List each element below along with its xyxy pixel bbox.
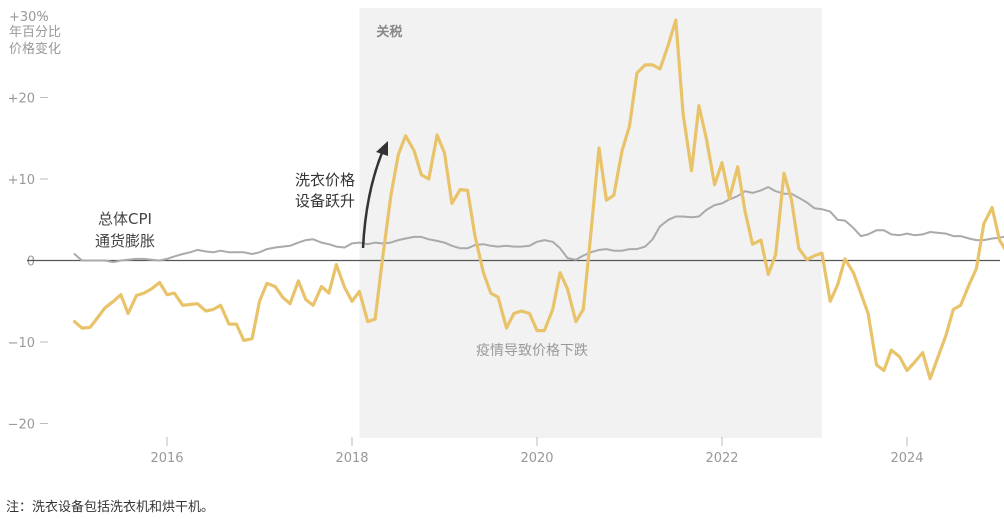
cpi-label-line1: 总体CPI [98,210,152,228]
y-tick-label: 0 [27,255,35,270]
y-tick-label: −10 [8,336,35,351]
y-tick-label: +20 [8,92,35,107]
footnote: 注：洗衣设备包括洗衣机和烘干机。 [6,500,215,515]
x-tick-label: 2022 [705,451,738,466]
surge-label-line2: 设备跃升 [295,192,355,210]
x-tick-label: 2016 [150,451,183,466]
x-tick-label: 2018 [335,451,368,466]
series-line-laundry [72,18,1004,381]
x-tick-label: 2024 [890,451,923,466]
x-tick-label: 2020 [520,451,553,466]
series-layer [72,18,1004,381]
covid-label: 疫情导致价格下跌 [476,343,588,359]
annotations: 总体CPI 通货膨胀 洗衣价格 设备跃升 疫情导致价格下跌 [95,141,588,359]
surge-arrow [361,147,386,249]
y-tick-label: −20 [8,418,35,433]
y-unit-label: 年百分比 [9,25,61,40]
cpi-label-line2: 通货膨胀 [95,232,155,250]
surge-arrowhead-icon [376,141,388,156]
y-tick-label: +10 [8,173,35,188]
surge-label-line1: 洗衣价格 [295,171,355,189]
y-unit-label: 价格变化 [9,41,61,57]
tariff-label: 关税 [376,24,402,40]
y-tick-label: +30% [9,10,49,25]
series-line-cpi [73,186,1004,264]
x-axis: 2016 2018 2020 2022 2024 [150,437,924,466]
